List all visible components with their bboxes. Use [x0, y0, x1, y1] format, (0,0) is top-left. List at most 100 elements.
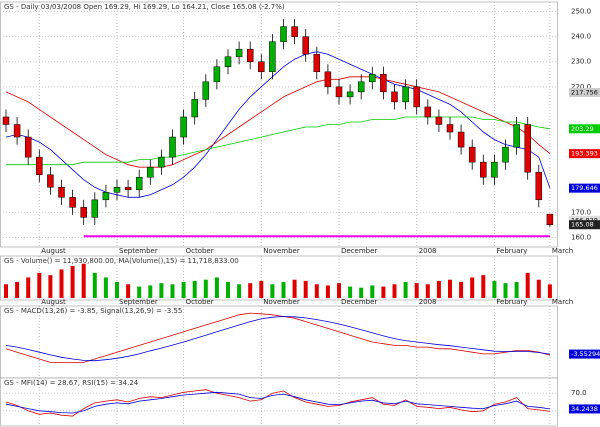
candle-body [213, 66, 221, 83]
y-tick-label: 170.0 [571, 208, 591, 216]
volume-bar [259, 280, 264, 298]
volume-bar [237, 284, 242, 298]
volume-bar [425, 284, 430, 298]
panel [0, 377, 558, 427]
candle-body [158, 156, 165, 168]
candle-body [369, 74, 376, 83]
value-tag [569, 349, 600, 359]
candle-body [313, 53, 321, 73]
volume-bar [59, 269, 64, 298]
volume-bar [270, 284, 275, 298]
candle-body [80, 207, 87, 218]
panel-title: GS - MACD(13,26) = -3.85, Signal(13,26,9… [4, 307, 182, 315]
x-tick-label: February [496, 247, 527, 255]
candle-body [546, 213, 554, 225]
volume-bar [314, 284, 319, 298]
volume-bar [70, 266, 75, 298]
volume-bar [203, 279, 208, 298]
value-tag [569, 404, 600, 414]
candle-body [113, 187, 121, 193]
volume-bar [137, 286, 142, 298]
candle-body [491, 161, 498, 178]
volume-bar [92, 272, 97, 298]
volume-bar [126, 284, 131, 298]
volume-bar [481, 275, 486, 298]
candle-body [135, 176, 143, 191]
value-tag-label: 193.393 [571, 150, 598, 158]
candle-body [335, 86, 343, 98]
volume-bar [248, 283, 253, 298]
candle-body [147, 166, 154, 178]
volume-bar [514, 282, 519, 298]
candle-body [2, 116, 10, 125]
panel-title: GS - Daily 03/03/2008 Open 169.29, Hi 16… [4, 3, 285, 11]
value-tag [569, 183, 600, 193]
x-tick-label: November [263, 298, 300, 306]
candle-body [13, 124, 21, 138]
candle-body [224, 56, 232, 68]
volume-bar [115, 282, 119, 298]
volume-bar [470, 277, 475, 298]
volume-bar [170, 284, 175, 298]
x-tick-label: October [186, 247, 214, 255]
volume-bar [547, 284, 552, 298]
value-tag-label: 165.08 [571, 221, 594, 229]
candle-body [258, 61, 265, 73]
x-tick-label: March [552, 247, 573, 255]
indicator-line [6, 116, 550, 166]
volume-bar [4, 284, 8, 298]
indicator-line [5, 76, 551, 168]
volume-bar [536, 279, 541, 298]
indicator-line [5, 316, 550, 362]
volume-bar [414, 283, 419, 298]
candle-body [357, 81, 365, 93]
volume-bar [181, 282, 186, 298]
x-tick-label: 2008 [419, 298, 437, 306]
candle-body [169, 136, 176, 158]
panel-title: GS - Volume() = 11,930,800.00, MA(Volume… [4, 257, 239, 265]
candle-body [502, 146, 509, 163]
value-tag-label: 34.2438 [571, 405, 598, 413]
candle-body [324, 71, 332, 88]
volume-bar [359, 287, 364, 298]
volume-bar [403, 282, 408, 298]
indicator-line [5, 389, 550, 417]
y-tick-label: 70.0 [571, 389, 587, 397]
volume-bar [503, 283, 508, 298]
value-tag-label: -3.55294 [571, 350, 600, 358]
volume-bar [281, 282, 286, 298]
x-tick-label: December [341, 298, 377, 306]
candle-body [391, 91, 398, 103]
volume-bar [37, 272, 42, 298]
x-tick-label: March [552, 298, 573, 306]
panel-title: GS - MFI(14) = 28.67, RSI(15) = 34.24 [4, 379, 139, 387]
volume-bar [159, 283, 164, 298]
candle-body [535, 171, 543, 201]
indicator-line [5, 391, 550, 414]
volume-bar [459, 282, 464, 298]
volume-bar [226, 282, 230, 298]
candle-body [468, 146, 476, 163]
volume-bar [103, 277, 108, 298]
candle-body [280, 26, 287, 42]
value-tag-label: 203.29 [571, 125, 594, 133]
x-tick-label: November [263, 247, 300, 255]
candle-body [191, 99, 198, 118]
x-tick-label: August [41, 247, 66, 255]
y-tick-label: 230.0 [571, 58, 591, 66]
volume-bar [292, 279, 297, 298]
volume-bar [492, 280, 497, 298]
indicator-line [5, 51, 551, 198]
volume-bar [325, 285, 330, 298]
volume-bar [370, 285, 375, 298]
panel [0, 305, 558, 379]
candle-body [291, 26, 298, 37]
volume-bar [436, 280, 441, 298]
y-tick-label: 240.0 [571, 33, 591, 41]
y-tick-label: 250.0 [571, 8, 591, 16]
volume-bar [148, 285, 153, 298]
volume-bar [337, 283, 341, 298]
candle-body [58, 187, 65, 198]
value-tag-label: 179.646 [571, 184, 598, 192]
